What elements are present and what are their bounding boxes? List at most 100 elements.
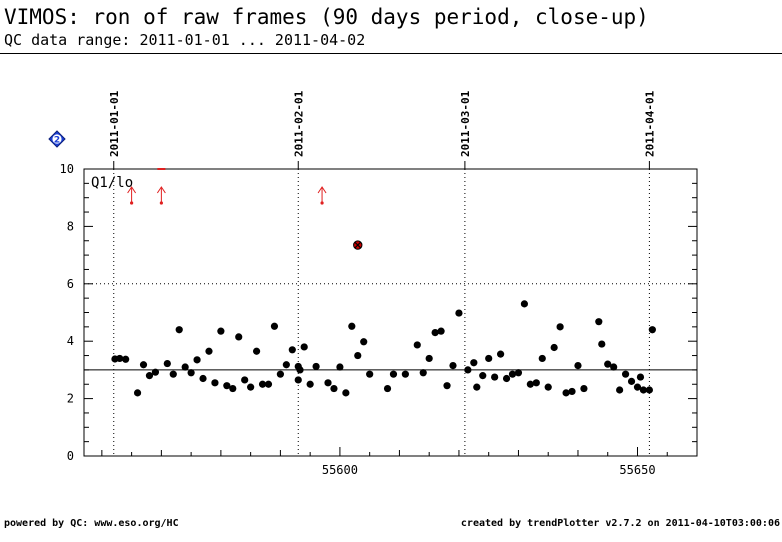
data-point <box>479 372 487 380</box>
data-point <box>264 380 273 388</box>
data-point <box>491 373 499 381</box>
footer-created-by: created by trendPlotter v2.7.2 on 2011-0… <box>460 518 780 529</box>
data-point <box>610 363 618 371</box>
data-point <box>288 346 296 354</box>
data-point <box>258 380 267 388</box>
data-point <box>419 369 427 377</box>
y-tick-label: 6 <box>67 277 74 291</box>
data-point <box>508 370 517 378</box>
y-tick-label: 0 <box>67 449 74 463</box>
data-point <box>621 370 630 378</box>
axis-layer <box>83 161 698 457</box>
data-point <box>276 370 284 378</box>
data-point <box>145 372 154 380</box>
data-point <box>550 343 558 352</box>
data-point <box>181 363 189 371</box>
data-point <box>595 318 603 326</box>
data-point <box>306 380 314 388</box>
data-point <box>532 379 540 387</box>
grid-layer <box>84 169 697 456</box>
data-point <box>604 360 612 368</box>
data-point <box>312 362 320 371</box>
data-point <box>205 347 213 355</box>
data-point <box>401 370 409 378</box>
data-point <box>383 384 392 393</box>
data-point <box>199 374 207 383</box>
data-point <box>330 384 338 393</box>
data-point <box>175 326 183 334</box>
off-scale-arrow-head <box>317 186 327 194</box>
data-point <box>562 389 570 397</box>
data-point <box>470 359 478 367</box>
data-point <box>348 322 356 330</box>
x-tick-label: 55600 <box>322 463 358 477</box>
off-scale-arrow-head <box>127 186 137 194</box>
data-point <box>568 387 576 396</box>
data-point <box>443 382 451 390</box>
y-tick-label: 8 <box>67 219 74 233</box>
data-point <box>616 386 624 394</box>
data-point <box>526 380 534 388</box>
x-tick-label: 55650 <box>619 463 655 477</box>
data-point <box>354 351 362 360</box>
data-point <box>437 327 445 335</box>
off-scale-arrow-head <box>156 186 166 194</box>
panel-label: Q1/lo <box>91 175 133 191</box>
data-point <box>514 369 523 377</box>
marks-layer <box>111 168 656 397</box>
data-point <box>294 376 302 384</box>
data-point <box>163 359 171 368</box>
chart-title: VIMOS: ron of raw frames (90 days period… <box>4 5 649 29</box>
off-scale-arrow-dot <box>320 201 324 205</box>
plot-frame <box>83 168 698 457</box>
data-point <box>574 361 582 370</box>
off-scale-arrow <box>127 186 137 205</box>
data-point <box>211 379 219 387</box>
data-point <box>300 343 308 351</box>
off-scale-arrow-dot <box>130 201 134 205</box>
data-point <box>648 326 656 334</box>
off-scale-arrow-dot <box>159 201 163 205</box>
chart-subtitle: QC data range: 2011-01-01 ... 2011-04-02 <box>4 31 366 49</box>
data-point <box>217 327 225 335</box>
data-point <box>544 383 552 391</box>
data-point <box>229 384 237 393</box>
data-point <box>247 383 255 391</box>
data-point <box>193 356 201 364</box>
off-scale-arrow <box>156 186 166 205</box>
data-point <box>270 322 279 330</box>
data-point <box>360 338 368 346</box>
data-point <box>473 383 481 391</box>
off-scale-arrow <box>317 186 327 205</box>
data-point <box>580 384 588 393</box>
date-marker-label: 2011-03-01 <box>459 90 472 157</box>
data-point <box>431 328 439 337</box>
data-point <box>598 340 606 348</box>
outlier-cross <box>354 241 362 249</box>
badge-icon: 2 <box>48 130 66 148</box>
data-point <box>282 361 290 369</box>
data-point <box>133 389 142 397</box>
data-point <box>497 350 505 358</box>
y-tick-label: 2 <box>67 392 74 406</box>
data-point <box>342 389 350 397</box>
data-point <box>366 370 374 378</box>
badge-number: 2 <box>54 136 60 146</box>
data-point <box>151 368 160 376</box>
data-point <box>241 376 249 384</box>
data-point <box>502 374 511 383</box>
date-marker-label: 2011-02-01 <box>292 90 305 157</box>
y-tick-label: 4 <box>67 334 74 348</box>
data-point <box>485 354 493 363</box>
data-point <box>455 309 463 317</box>
data-point <box>296 366 304 374</box>
data-point <box>389 370 398 378</box>
header-divider <box>0 53 782 54</box>
data-point <box>538 354 546 363</box>
data-point <box>187 369 195 377</box>
data-point <box>425 354 433 363</box>
data-point <box>633 383 642 391</box>
footer-powered-by: powered by QC: www.eso.org/HC <box>4 518 179 529</box>
data-point <box>139 361 148 369</box>
data-point <box>627 377 636 385</box>
